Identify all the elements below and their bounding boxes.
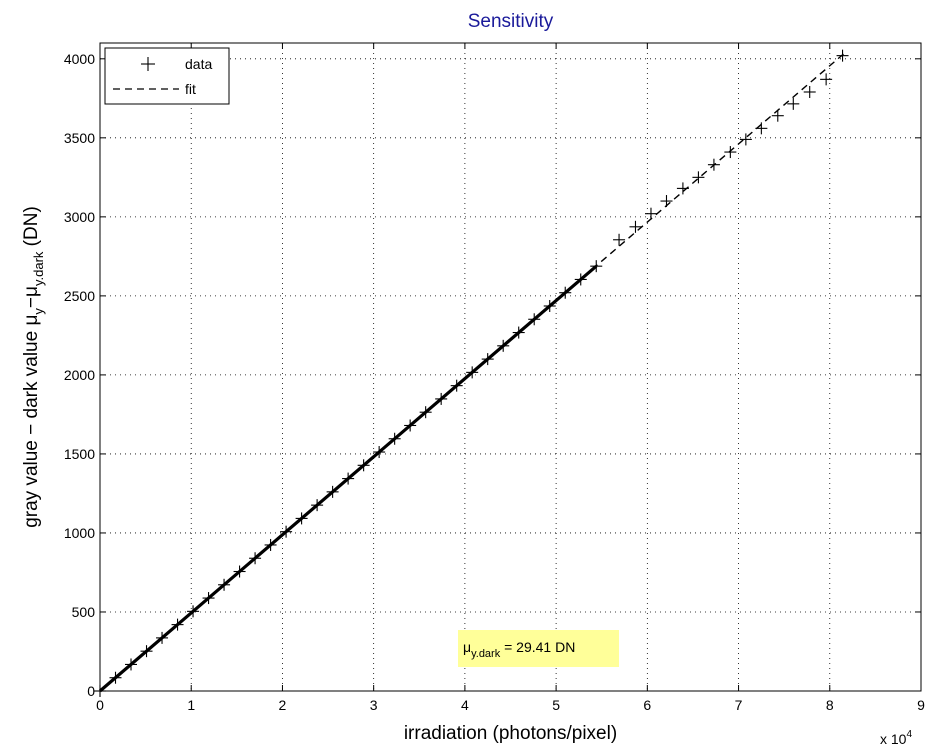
data-point xyxy=(280,525,293,538)
data-point xyxy=(836,49,849,62)
data-point xyxy=(109,671,122,684)
data-point xyxy=(264,538,277,551)
data-point xyxy=(771,109,784,122)
data-point xyxy=(187,605,200,618)
data-point xyxy=(125,658,138,671)
x-tick-label: 2 xyxy=(279,697,287,713)
dark-value-annotation: μy.dark = 29.41 DN xyxy=(458,630,619,667)
data-point xyxy=(559,286,572,299)
x-tick-label: 6 xyxy=(643,697,651,713)
data-point xyxy=(676,182,689,195)
annotation-text: μy.dark = 29.41 DN xyxy=(463,639,575,660)
x-tick-label: 8 xyxy=(826,697,834,713)
legend-box xyxy=(104,47,230,105)
data-point xyxy=(218,578,231,591)
grid-lines xyxy=(100,43,921,691)
y-tick-label: 500 xyxy=(72,604,96,620)
data-point xyxy=(419,406,432,419)
x-tick-label: 1 xyxy=(187,697,195,713)
y-label-mu2: μ xyxy=(21,286,42,297)
x-tick-label: 9 xyxy=(917,697,925,713)
legend-data-label: data xyxy=(185,56,212,72)
y-tick-label: 1000 xyxy=(64,525,95,541)
data-point xyxy=(629,220,642,233)
data-point xyxy=(373,446,386,459)
plot-frame xyxy=(99,42,922,692)
data-point xyxy=(311,499,324,512)
y-label-text: gray value − dark value xyxy=(21,331,42,528)
data-point xyxy=(512,326,525,339)
fit-line xyxy=(99,51,847,692)
data-point xyxy=(156,631,169,644)
data-point xyxy=(613,233,626,246)
data-point xyxy=(450,379,463,392)
data-markers xyxy=(94,49,849,697)
annotation-mu: μ xyxy=(463,639,471,655)
data-point xyxy=(644,207,657,220)
annotation-sub: y.dark xyxy=(471,648,501,660)
y-label-minus: − xyxy=(21,297,42,308)
y-label-sub1: y xyxy=(31,308,46,315)
y-axis-label: gray value − dark value μy−μy.dark (DN) xyxy=(21,206,46,528)
data-point xyxy=(739,133,752,146)
annotation-box xyxy=(458,630,619,667)
data-point xyxy=(295,512,308,525)
legend-data-marker xyxy=(141,57,155,71)
fit-line-group xyxy=(99,51,847,692)
chart-title: Sensitivity xyxy=(468,11,554,32)
data-point xyxy=(755,122,768,135)
y-tick-label: 1500 xyxy=(64,446,95,462)
data-point xyxy=(803,85,816,98)
data-point xyxy=(140,645,153,658)
data-point xyxy=(435,392,448,405)
data-point xyxy=(481,353,494,366)
y-tick-label: 3500 xyxy=(64,130,95,146)
data-point xyxy=(820,73,833,86)
data-point xyxy=(528,313,541,326)
y-tick-label: 2500 xyxy=(64,288,95,304)
data-point xyxy=(326,485,339,498)
data-point xyxy=(202,592,215,605)
legend: data fit xyxy=(104,47,230,105)
data-point xyxy=(404,419,417,432)
data-point xyxy=(342,472,355,485)
x-axis-label: irradiation (photons/pixel) xyxy=(404,723,617,744)
data-point xyxy=(707,158,720,171)
data-point xyxy=(357,459,370,472)
y-tick-label: 4000 xyxy=(64,51,95,67)
y-axis-ticks: 0 500 1000 1500 2000 2500 3000 3500 4000 xyxy=(64,51,921,699)
y-label-mu: μ xyxy=(21,315,42,326)
x-tick-label: 7 xyxy=(735,697,743,713)
x-tick-label: 0 xyxy=(96,697,104,713)
x-axis-multiplier: x 104 xyxy=(880,729,912,747)
x-tick-label: 4 xyxy=(461,697,469,713)
data-point xyxy=(660,195,673,208)
data-point xyxy=(171,618,184,631)
legend-fit-label: fit xyxy=(185,81,196,97)
y-label-sub2: y.dark xyxy=(31,251,46,286)
y-tick-label: 0 xyxy=(87,683,95,699)
y-tick-label: 3000 xyxy=(64,209,95,225)
data-point xyxy=(497,339,510,352)
x-tick-label: 5 xyxy=(552,697,560,713)
data-point xyxy=(724,146,737,159)
y-tick-label: 2000 xyxy=(64,367,95,383)
y-label-unit: (DN) xyxy=(21,206,42,246)
data-point xyxy=(787,97,800,110)
data-point xyxy=(590,260,603,273)
data-point xyxy=(466,366,479,379)
data-point xyxy=(233,565,246,578)
x-axis-ticks: 0 1 2 3 4 5 6 7 8 9 xyxy=(96,43,925,713)
data-point xyxy=(692,171,705,184)
data-point xyxy=(543,299,556,312)
x-multiplier-exponent: 4 xyxy=(906,729,912,740)
annotation-value: = 29.41 DN xyxy=(500,639,575,655)
x-tick-label: 3 xyxy=(370,697,378,713)
x-multiplier-base: x 10 xyxy=(880,731,907,747)
data-point xyxy=(388,432,401,445)
data-point xyxy=(574,273,587,286)
data-point xyxy=(249,552,262,565)
